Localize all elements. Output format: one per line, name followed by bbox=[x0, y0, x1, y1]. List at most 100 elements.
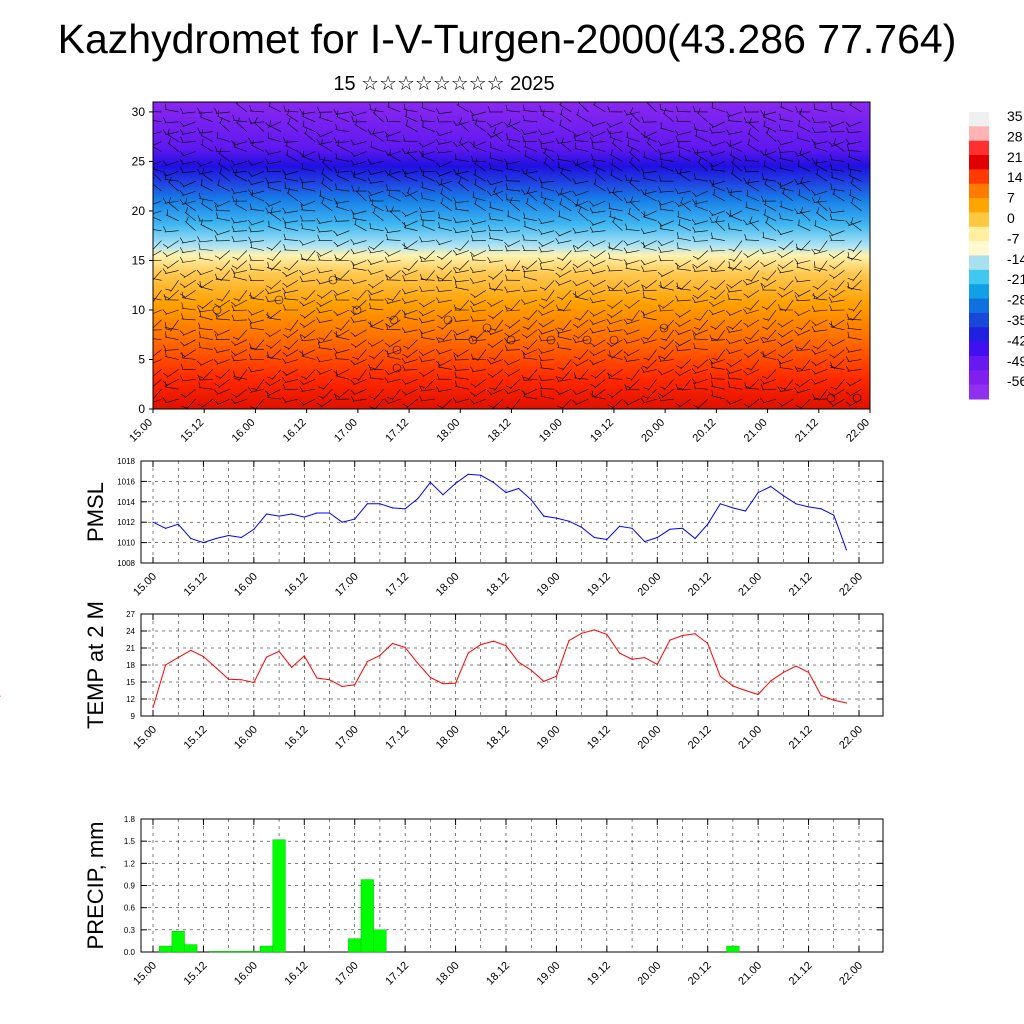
colorbar-swatch bbox=[969, 169, 989, 185]
wind-barb bbox=[555, 375, 572, 382]
wind-barb bbox=[180, 375, 196, 382]
wind-barb bbox=[658, 355, 674, 362]
wind-barb bbox=[453, 333, 469, 340]
wind-barb bbox=[350, 151, 367, 158]
y-tick-label: 21 bbox=[126, 644, 135, 653]
wind-barb bbox=[266, 349, 282, 360]
wind-barb bbox=[389, 206, 401, 222]
wind-barb bbox=[216, 290, 231, 302]
wind-barb bbox=[316, 356, 333, 363]
series-point bbox=[215, 667, 217, 669]
wind-barb bbox=[640, 367, 657, 373]
wind-barb bbox=[760, 397, 777, 404]
wind-barb bbox=[368, 240, 384, 251]
x-tick-label: 17.00 bbox=[333, 724, 361, 752]
wind-barb bbox=[748, 216, 760, 231]
calm-circle bbox=[389, 315, 399, 325]
wind-barb bbox=[318, 111, 333, 123]
wind-barb bbox=[299, 276, 316, 282]
wind-barb bbox=[523, 271, 538, 281]
wind-barb bbox=[215, 369, 231, 380]
wind-barb bbox=[486, 190, 504, 197]
x-tick-label: 16.00 bbox=[230, 417, 258, 445]
y-tick-label: 1012 bbox=[117, 518, 135, 527]
wind-barb bbox=[743, 116, 760, 123]
wind-barb bbox=[657, 369, 674, 376]
wind-barb bbox=[469, 110, 486, 116]
series-point bbox=[681, 634, 684, 637]
wind-barb bbox=[367, 289, 384, 296]
series-point bbox=[404, 508, 406, 510]
wind-barb bbox=[282, 377, 299, 383]
wind-barb bbox=[828, 141, 845, 147]
wind-barb bbox=[268, 102, 282, 113]
wind-barb bbox=[367, 269, 384, 275]
wind-barb bbox=[458, 117, 470, 132]
wind-barb bbox=[299, 200, 316, 207]
wind-barb bbox=[555, 388, 572, 396]
wind-barb bbox=[435, 349, 452, 355]
wind-barb bbox=[316, 226, 333, 233]
wind-barb bbox=[506, 210, 521, 222]
wind-barb bbox=[607, 299, 623, 309]
wind-barb bbox=[506, 260, 521, 273]
temperature-wind-heatmap: 0 5 10 15 20 25 30 15.00 15.12 16.00 16.12 17.00 17.… bbox=[127, 101, 872, 445]
wind-barb bbox=[333, 109, 350, 115]
wind-barb bbox=[153, 369, 162, 377]
series-point bbox=[253, 682, 255, 684]
wind-barb bbox=[523, 390, 538, 400]
wind-barb bbox=[282, 358, 299, 364]
wind-barb bbox=[153, 131, 162, 135]
wind-barb bbox=[453, 364, 469, 371]
wind-barb bbox=[642, 388, 657, 400]
wind-barb bbox=[301, 250, 316, 262]
wind-barb bbox=[797, 120, 811, 132]
wind-barb bbox=[419, 285, 435, 292]
wind-barb bbox=[454, 203, 469, 212]
wind-barb bbox=[589, 339, 606, 348]
wind-barb bbox=[743, 289, 760, 299]
wind-barb bbox=[384, 150, 401, 156]
chart-title: Kazhydromet for I-V-Turgen-2000(43.286 7… bbox=[57, 16, 957, 62]
wind-barb bbox=[623, 356, 640, 362]
wind-barb bbox=[282, 397, 299, 403]
wind-barb bbox=[725, 368, 743, 374]
wind-barb bbox=[231, 167, 247, 173]
wind-barb bbox=[709, 127, 725, 134]
wind-barb bbox=[369, 389, 384, 400]
series-point bbox=[593, 629, 595, 631]
wind-barb bbox=[153, 260, 162, 261]
wind-barb bbox=[695, 149, 708, 162]
wind-barb bbox=[230, 398, 248, 405]
wind-barb bbox=[762, 350, 777, 360]
series-line bbox=[152, 473, 847, 550]
wind-barb bbox=[726, 129, 743, 135]
wind-barb bbox=[762, 111, 777, 123]
wind-barb bbox=[744, 379, 760, 390]
series-point bbox=[581, 526, 583, 528]
wind-barb bbox=[691, 198, 708, 205]
wind-barb bbox=[299, 240, 316, 246]
wind-barb bbox=[488, 270, 504, 280]
wind-barb bbox=[538, 138, 555, 145]
wind-barb bbox=[165, 280, 179, 292]
wind-barb bbox=[710, 280, 726, 291]
wind-barb bbox=[829, 260, 845, 270]
wind-barb bbox=[692, 265, 708, 272]
wind-barb bbox=[319, 190, 333, 202]
wind-barb bbox=[607, 349, 623, 359]
wind-barb bbox=[317, 388, 333, 400]
x-tick-label: 20.00 bbox=[635, 571, 663, 599]
wind-barb bbox=[282, 280, 299, 288]
wind-barb bbox=[164, 103, 179, 113]
wind-barb bbox=[760, 260, 777, 268]
y-tick-label: 1008 bbox=[117, 559, 135, 568]
wind-barb bbox=[284, 182, 299, 192]
x-tick-label: 19.12 bbox=[585, 571, 613, 599]
wind-barb bbox=[846, 126, 862, 133]
wind-barb bbox=[845, 220, 862, 226]
wind-barb bbox=[829, 213, 845, 222]
wind-barb bbox=[401, 379, 418, 385]
series-point bbox=[190, 537, 192, 540]
wind-barb bbox=[555, 137, 572, 144]
